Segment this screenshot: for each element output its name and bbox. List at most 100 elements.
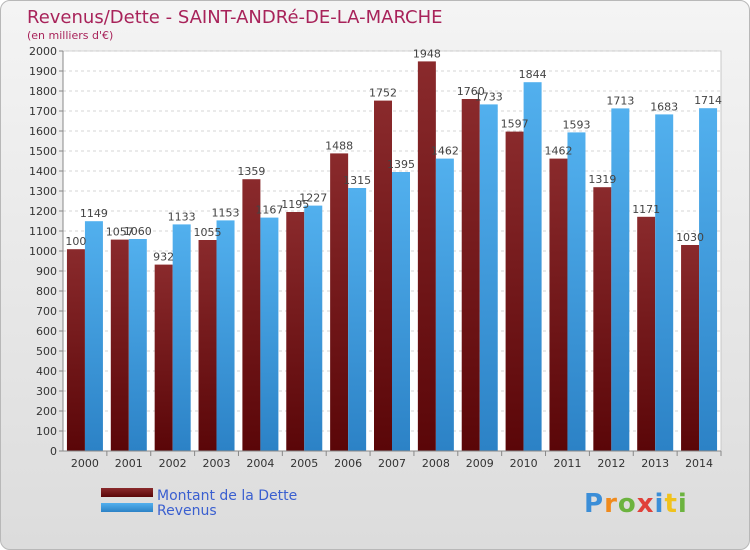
bar-revenus bbox=[216, 220, 235, 451]
data-label: 1030 bbox=[676, 231, 704, 244]
bar-dette bbox=[242, 179, 261, 451]
bar-revenus bbox=[611, 108, 630, 452]
y-tick-label: 1000 bbox=[29, 245, 57, 258]
data-label: 1462 bbox=[431, 145, 459, 158]
data-label: 1195 bbox=[281, 198, 309, 211]
data-label: 932 bbox=[153, 251, 174, 264]
legend-swatch-dette bbox=[101, 488, 153, 497]
y-tick-label: 1300 bbox=[29, 185, 57, 198]
bar-dette bbox=[593, 187, 612, 451]
data-label: 1167 bbox=[255, 204, 283, 217]
data-label: 1395 bbox=[387, 158, 415, 171]
data-label: 1593 bbox=[562, 118, 590, 131]
legend-label-revenus: Revenus bbox=[157, 503, 217, 519]
y-tick-label: 1200 bbox=[29, 205, 57, 218]
y-tick-label: 1600 bbox=[29, 125, 57, 138]
data-label: 1057 bbox=[106, 226, 134, 239]
bar-revenus bbox=[699, 108, 718, 451]
data-label: 100 bbox=[65, 235, 86, 248]
data-label: 1760 bbox=[457, 85, 485, 98]
bar-dette bbox=[637, 216, 656, 451]
data-label: 1153 bbox=[212, 206, 240, 219]
bar-dette bbox=[154, 264, 173, 451]
bar-dette bbox=[461, 99, 480, 451]
data-label: 1315 bbox=[343, 174, 371, 187]
data-label: 1733 bbox=[475, 90, 503, 103]
x-tick-label: 2010 bbox=[510, 457, 538, 470]
data-label: 1149 bbox=[80, 207, 108, 220]
x-tick-label: 2002 bbox=[159, 457, 187, 470]
y-tick-label: 100 bbox=[36, 425, 57, 438]
bar-revenus bbox=[128, 239, 147, 451]
bar-revenus bbox=[655, 114, 674, 452]
x-tick-label: 2005 bbox=[290, 457, 318, 470]
bar-dette bbox=[198, 240, 217, 451]
x-tick-label: 2000 bbox=[71, 457, 99, 470]
x-tick-label: 2009 bbox=[466, 457, 494, 470]
x-tick-label: 2013 bbox=[641, 457, 669, 470]
x-tick-label: 2014 bbox=[685, 457, 713, 470]
x-tick-label: 2006 bbox=[334, 457, 362, 470]
x-tick-label: 2012 bbox=[597, 457, 625, 470]
x-tick-label: 2008 bbox=[422, 457, 450, 470]
data-label: 1714 bbox=[694, 94, 722, 107]
data-label: 1683 bbox=[650, 100, 678, 113]
bar-revenus bbox=[567, 132, 586, 451]
bar-dette bbox=[417, 61, 436, 452]
y-tick-label: 1700 bbox=[29, 105, 57, 118]
data-label: 1227 bbox=[299, 192, 327, 205]
data-label: 1844 bbox=[519, 68, 547, 81]
bar-dette bbox=[374, 100, 392, 451]
chart-title: Revenus/Dette - SAINT-ANDRé-DE-LA-MARCHE bbox=[27, 7, 443, 28]
y-tick-label: 1500 bbox=[29, 145, 57, 158]
data-label: 1488 bbox=[325, 139, 353, 152]
data-label: 1597 bbox=[501, 118, 529, 131]
data-label: 1060 bbox=[124, 225, 152, 238]
chart-subtitle: (en milliers d'€) bbox=[27, 29, 114, 42]
data-label: 1462 bbox=[544, 145, 572, 158]
bar-revenus bbox=[84, 221, 103, 451]
bar-dette bbox=[66, 249, 85, 451]
legend-swatch-revenus bbox=[101, 503, 153, 512]
y-tick-label: 1800 bbox=[29, 85, 57, 98]
y-tick-label: 2000 bbox=[29, 45, 57, 58]
data-label: 1171 bbox=[632, 203, 660, 216]
y-tick-label: 500 bbox=[36, 345, 57, 358]
bar-revenus bbox=[172, 224, 191, 451]
y-tick-label: 300 bbox=[36, 385, 57, 398]
x-tick-label: 2004 bbox=[246, 457, 274, 470]
bar-dette bbox=[286, 212, 305, 451]
y-tick-label: 200 bbox=[36, 405, 57, 418]
x-tick-label: 2001 bbox=[115, 457, 143, 470]
y-tick-label: 800 bbox=[36, 285, 57, 298]
legend: Montant de la Dette Revenus bbox=[101, 488, 297, 519]
bar-dette bbox=[330, 153, 349, 451]
bar-dette bbox=[681, 245, 700, 451]
bar-dette bbox=[549, 158, 568, 451]
bar-revenus bbox=[348, 188, 367, 451]
proxiti-logo: Proxiti bbox=[584, 489, 688, 519]
data-label: 1319 bbox=[588, 173, 616, 186]
data-label: 1359 bbox=[237, 165, 265, 178]
y-tick-label: 0 bbox=[50, 445, 57, 458]
y-tick-label: 900 bbox=[36, 265, 57, 278]
y-tick-label: 600 bbox=[36, 325, 57, 338]
bar-revenus bbox=[479, 104, 498, 452]
bar-dette bbox=[505, 131, 524, 451]
legend-label-dette: Montant de la Dette bbox=[157, 488, 297, 504]
x-tick-label: 2007 bbox=[378, 457, 406, 470]
x-tick-label: 2003 bbox=[203, 457, 231, 470]
y-tick-label: 1900 bbox=[29, 65, 57, 78]
x-tick-label: 2011 bbox=[553, 457, 581, 470]
y-tick-label: 1400 bbox=[29, 165, 57, 178]
y-tick-label: 700 bbox=[36, 305, 57, 318]
bar-revenus bbox=[435, 158, 454, 451]
bar-revenus bbox=[392, 172, 410, 451]
bar-revenus bbox=[523, 82, 542, 451]
y-tick-label: 1100 bbox=[29, 225, 57, 238]
data-label: 1713 bbox=[606, 94, 634, 107]
data-label: 1948 bbox=[413, 47, 441, 60]
bar-revenus bbox=[304, 205, 323, 451]
